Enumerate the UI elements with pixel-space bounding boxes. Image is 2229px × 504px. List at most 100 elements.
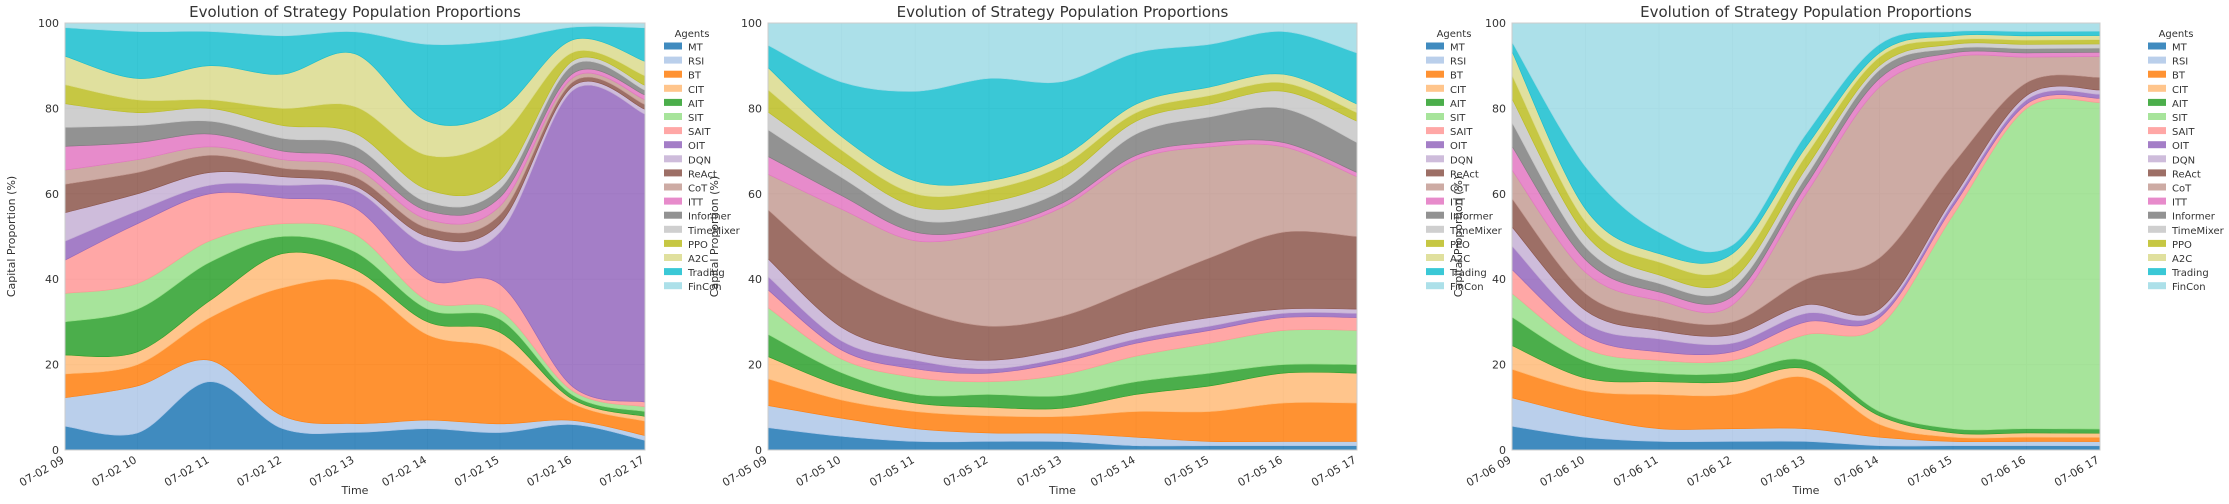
legend-swatch-sit	[664, 113, 682, 120]
legend-swatch-dqn	[2148, 155, 2166, 163]
x-tick-label: 07-02 16	[525, 453, 574, 489]
legend-label-cit: CIT	[2172, 85, 2189, 96]
x-tick-label: 07-02 12	[235, 453, 284, 489]
legend-label-itt: ITT	[688, 198, 704, 209]
legend-label-fincon: FinCon	[688, 282, 722, 293]
legend-swatch-informer	[2148, 211, 2166, 219]
y-tick-label: 40	[45, 273, 59, 286]
legend-swatch-itt	[1426, 197, 1444, 205]
legend: Agents MT RSI BT CIT AIT SIT SAIT OIT DQN ReAct CoT…	[2148, 29, 2225, 293]
x-tick-label: 07-02 17	[597, 453, 646, 489]
legend-swatch-ppo	[2148, 239, 2166, 247]
x-tick-label: 07-05 16	[1236, 453, 1285, 489]
legend-swatch-cit	[664, 84, 682, 92]
legend-label-cit: CIT	[1450, 85, 1467, 96]
y-tick-label: 80	[748, 102, 762, 115]
legend-swatch-sait	[1426, 127, 1444, 135]
legend-label-a2c: A2C	[1450, 254, 1470, 265]
legend-swatch-ait	[2148, 98, 2166, 106]
x-tick-label: 07-06 09	[1464, 453, 1513, 489]
plot-frame	[767, 22, 1358, 451]
plot-frame	[1511, 22, 2101, 451]
legend-swatch-a2c	[664, 254, 682, 261]
x-tick-label: 07-05 11	[867, 453, 916, 489]
legend-label-bt: BT	[2172, 71, 2186, 82]
x-tick-label: 07-06 10	[1538, 453, 1587, 489]
legend-swatch-react	[1426, 169, 1444, 177]
legend-label-informer: Informer	[1450, 212, 1494, 223]
y-tick-label: 100	[38, 17, 59, 30]
chart-title: Evolution of Strategy Population Proport…	[1640, 3, 1972, 21]
legend-swatch-rsi	[2148, 56, 2166, 64]
plot-frame	[64, 22, 646, 451]
legend-label-oit: OIT	[688, 141, 706, 152]
x-tick-label: 07-06 12	[1685, 453, 1734, 489]
legend-label-a2c: A2C	[2172, 254, 2192, 265]
legend-label-trading: Trading	[2171, 268, 2209, 279]
legend-swatch-fincon	[1426, 282, 1444, 290]
legend-label-mt: MT	[1450, 43, 1466, 54]
legend-label-fincon: FinCon	[2172, 282, 2206, 293]
x-axis-label: Time	[341, 484, 369, 497]
legend-swatch-itt	[664, 197, 682, 205]
legend-label-ppo: PPO	[2172, 240, 2192, 251]
y-tick-label: 0	[52, 444, 59, 457]
x-tick-label: 07-02 09	[17, 453, 66, 489]
legend-label-ait: AIT	[1450, 99, 1467, 110]
y-tick-label: 100	[741, 17, 762, 30]
legend-swatch-informer	[664, 211, 682, 219]
legend-swatch-informer	[1426, 211, 1444, 219]
legend-swatch-mt	[2148, 42, 2166, 50]
y-axis-label: Capital Proportion (%)	[708, 176, 721, 297]
legend-swatch-mt	[664, 42, 682, 50]
legend-swatch-ppo	[664, 239, 682, 247]
legend-swatch-bt	[1426, 70, 1444, 78]
x-tick-label: 07-06 17	[2052, 453, 2101, 489]
legend-label-bt: BT	[688, 71, 702, 82]
x-tick-label: 07-05 09	[720, 453, 769, 489]
legend-label-sait: SAIT	[1450, 127, 1473, 138]
legend-label-oit: OIT	[1450, 141, 1468, 152]
legend-swatch-rsi	[664, 56, 682, 64]
legend-swatch-timemixer	[1426, 225, 1444, 233]
legend-swatch-trading	[1426, 268, 1444, 276]
legend-swatch-ait	[664, 98, 682, 106]
x-tick-label: 07-02 10	[90, 453, 139, 489]
legend-title: Agents	[675, 29, 710, 40]
legend-label-mt: MT	[2172, 43, 2188, 54]
x-tick-label: 07-05 14	[1088, 453, 1137, 489]
y-tick-label: 0	[1499, 444, 1506, 457]
legend-swatch-sit	[2148, 113, 2166, 120]
legend-label-a2c: A2C	[688, 254, 708, 265]
legend-label-react: ReAct	[688, 169, 717, 180]
x-axis-label: Time	[1048, 484, 1076, 497]
y-tick-label: 80	[45, 102, 59, 115]
x-tick-label: 07-05 12	[941, 453, 990, 489]
chart-panel-2: 0 20 40 60 80 100 07-05 09 07-05 10 07-05 11 07-0…	[708, 3, 1503, 497]
legend-label-informer: Informer	[688, 212, 732, 223]
legend-swatch-cot	[664, 183, 682, 191]
y-tick-label: 20	[1492, 359, 1506, 372]
legend-swatch-timemixer	[2148, 225, 2166, 233]
x-tick-label: 07-05 17	[1309, 453, 1358, 489]
y-axis-label: Capital Proportion (%)	[1452, 176, 1465, 297]
legend-swatch-cot	[2148, 183, 2166, 191]
legend-label-sait: SAIT	[2172, 127, 2195, 138]
x-tick-label: 07-05 15	[1162, 453, 1211, 489]
legend-label-timemixer: TimeMixer	[1449, 226, 1503, 237]
legend-label-trading: Trading	[1449, 268, 1487, 279]
y-tick-label: 20	[748, 359, 762, 372]
y-tick-label: 60	[45, 188, 59, 201]
legend: Agents MT RSI BT CIT AIT SIT SAIT OIT DQN ReAct CoT…	[1426, 29, 1503, 293]
legend-label-ait: AIT	[688, 99, 705, 110]
legend-swatch-sait	[2148, 127, 2166, 135]
legend-swatch-rsi	[1426, 56, 1444, 64]
legend-label-dqn: DQN	[1450, 155, 1473, 166]
x-tick-label: 07-02 11	[162, 453, 211, 489]
legend-label-react: ReAct	[2172, 169, 2201, 180]
legend-swatch-bt	[2148, 70, 2166, 78]
x-tick-label: 07-02 15	[452, 453, 501, 489]
legend-swatch-sait	[664, 127, 682, 135]
legend-label-cot: CoT	[688, 184, 708, 195]
